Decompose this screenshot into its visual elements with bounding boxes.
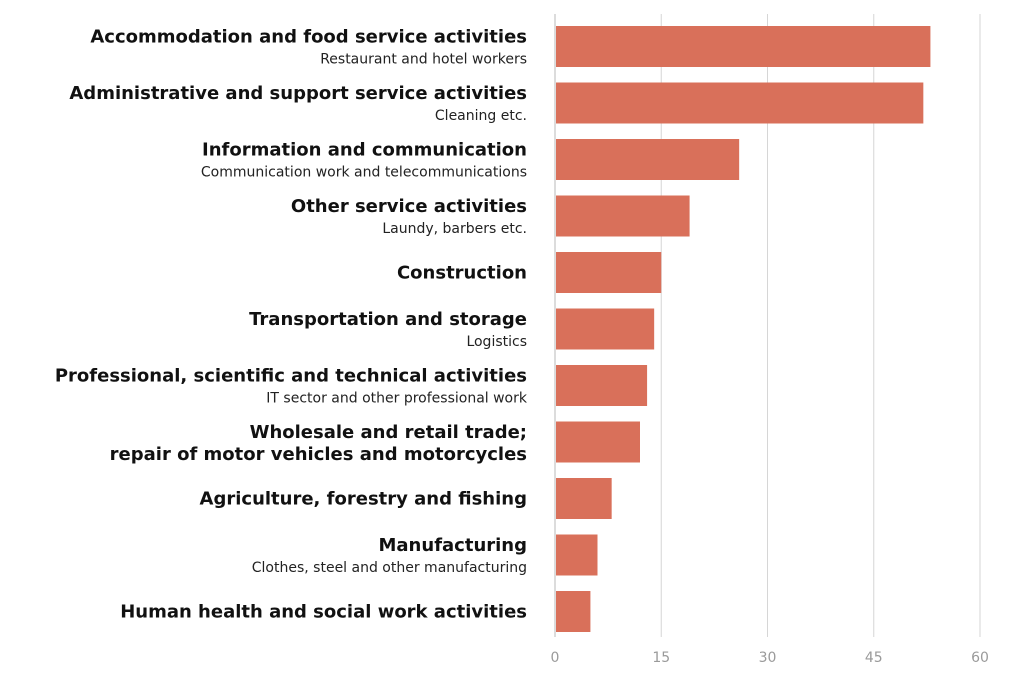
category-label: Professional, scientific and technical a…	[55, 366, 527, 387]
category-label: Administrative and support service activ…	[69, 83, 527, 104]
category-label: Manufacturing	[379, 535, 528, 556]
category-sublabel: Laundy, barbers etc.	[382, 221, 527, 237]
category-label: Human health and social work activities	[120, 602, 527, 623]
category-sublabel: Restaurant and hotel workers	[320, 52, 527, 68]
category-label: Information and communication	[202, 140, 527, 161]
category-label: repair of motor vehicles and motorcycles	[110, 444, 527, 465]
bar	[556, 252, 662, 293]
x-tick-label: 0	[551, 650, 560, 666]
x-tick-label: 60	[971, 650, 989, 666]
category-label: Transportation and storage	[249, 309, 527, 330]
bar-layer	[556, 26, 931, 632]
category-sublabel: IT sector and other professional work	[266, 391, 528, 407]
category-label: Construction	[397, 263, 527, 284]
bar	[556, 591, 591, 632]
bar	[556, 82, 924, 124]
category-label: Other service activities	[291, 196, 527, 217]
x-tick-label: 15	[652, 650, 670, 666]
bar	[556, 139, 740, 180]
bar	[556, 534, 598, 576]
category-sublabel: Clothes, steel and other manufacturing	[252, 560, 527, 576]
bar	[556, 308, 655, 350]
category-sublabel: Cleaning etc.	[435, 108, 527, 124]
bar	[556, 478, 612, 519]
bar	[556, 365, 648, 406]
bar	[556, 26, 931, 67]
category-label: Wholesale and retail trade;	[250, 422, 527, 443]
category-label: Accommodation and food service activitie…	[90, 27, 527, 48]
category-sublabel: Logistics	[466, 334, 527, 350]
category-sublabel: Communication work and telecommunication…	[201, 165, 527, 181]
x-tick-layer: 0 15 30 45 60	[551, 650, 989, 666]
category-label-layer: Accommodation and food service activitie…	[55, 27, 528, 623]
bar	[556, 421, 640, 463]
x-tick-label: 45	[865, 650, 883, 666]
category-label: Agriculture, forestry and fishing	[200, 489, 527, 510]
x-tick-label: 30	[759, 650, 777, 666]
bar	[556, 195, 690, 237]
